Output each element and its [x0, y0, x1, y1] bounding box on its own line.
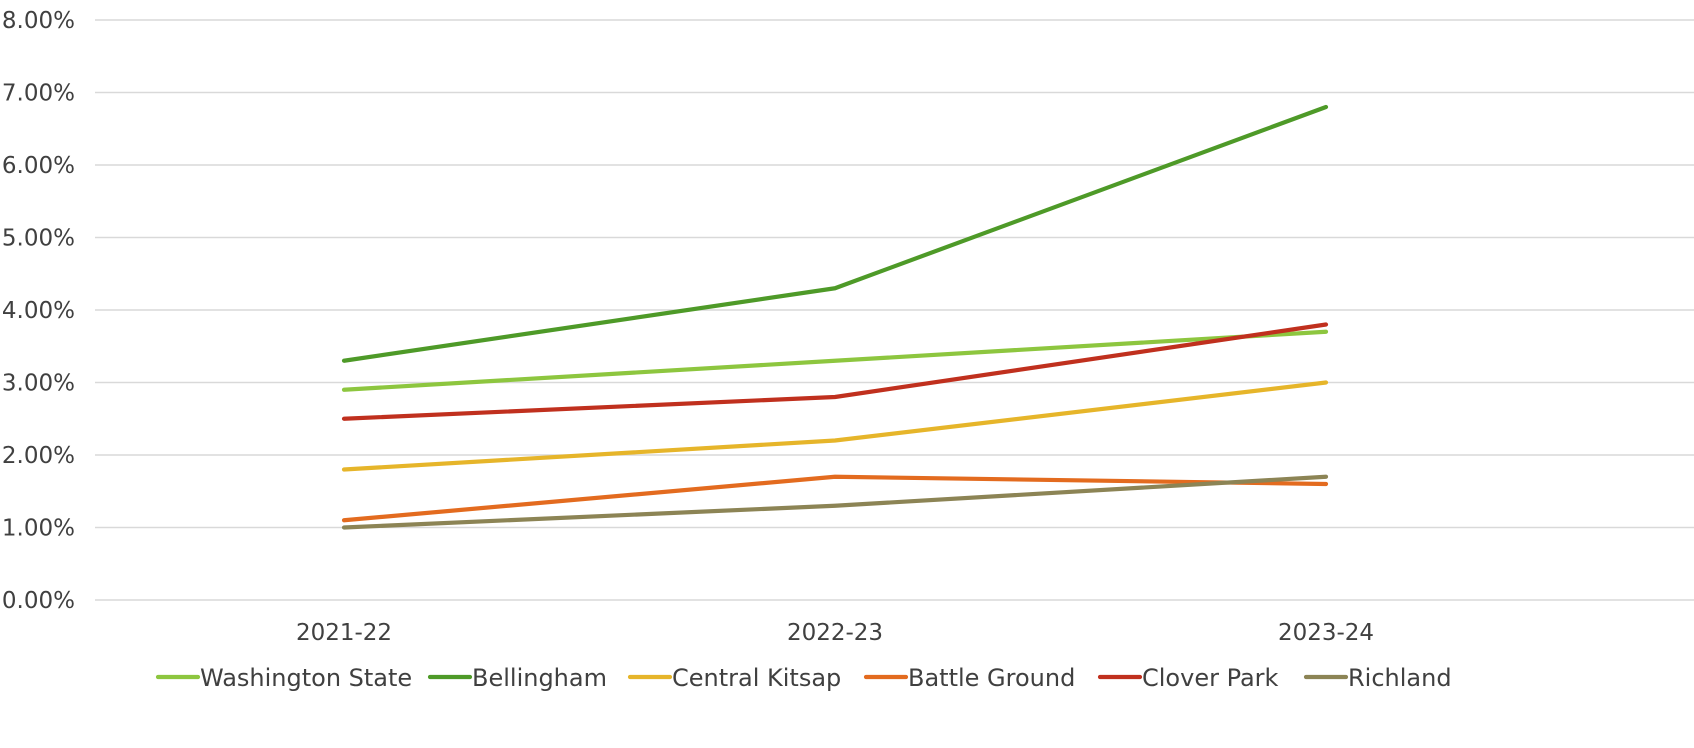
legend-item: Battle Ground — [863, 664, 1075, 692]
gridlines — [95, 19, 1694, 601]
y-tick-label: 6.00% — [2, 153, 75, 179]
y-tick-label: 7.00% — [2, 81, 75, 107]
legend-item: Washington State — [155, 664, 412, 692]
legend-label: Battle Ground — [908, 664, 1075, 692]
y-tick-label: 1.00% — [2, 516, 75, 542]
series-line-clover-park — [341, 322, 1329, 421]
legend-item: Clover Park — [1097, 664, 1279, 692]
y-tick-label: 2.00% — [2, 443, 75, 469]
legend-label: Clover Park — [1142, 664, 1279, 692]
series-line-richland — [341, 474, 1329, 530]
x-axis: 2021-22 2022-23 2023-24 — [296, 620, 1374, 646]
y-tick-label: 5.00% — [2, 226, 75, 252]
legend-label: Central Kitsap — [672, 664, 841, 692]
series-line-washington-state — [341, 329, 1329, 392]
series-line-bellingham — [341, 104, 1329, 363]
legend: Washington State Bellingham Central Kitsap… — [155, 664, 1452, 692]
legend-item: Bellingham — [427, 664, 607, 692]
y-tick-label: 3.00% — [2, 371, 75, 397]
legend-label: Richland — [1348, 664, 1452, 692]
legend-item: Central Kitsap — [627, 664, 841, 692]
series-lines — [341, 104, 1329, 530]
y-axis: 0.00% 1.00% 2.00% 3.00% 4.00% 5.00% 6.00% 7.00%… — [2, 8, 75, 614]
legend-label: Washington State — [200, 664, 412, 692]
legend-item: Richland — [1303, 664, 1452, 692]
x-tick-label: 2022-23 — [787, 620, 883, 646]
x-tick-label: 2021-22 — [296, 620, 392, 646]
y-tick-label: 8.00% — [2, 8, 75, 34]
x-tick-label: 2023-24 — [1278, 620, 1374, 646]
series-line-battle-ground — [341, 474, 1329, 523]
y-tick-label: 4.00% — [2, 298, 75, 324]
legend-label: Bellingham — [472, 664, 607, 692]
series-line-central-kitsap — [341, 380, 1329, 472]
y-tick-label: 0.00% — [2, 588, 75, 614]
